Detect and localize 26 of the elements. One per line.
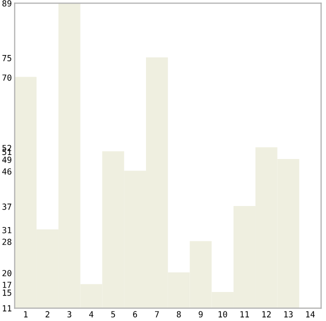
y-tick-label: 70 [2,74,12,81]
x-tick-label: 10 [218,311,228,318]
y-tick-label: 46 [2,168,12,175]
y-tick-label: 11 [2,305,12,312]
x-tick-label: 1 [24,311,28,318]
x-tick-label: 11 [240,311,249,318]
y-tick-label: 89 [2,0,12,7]
y-tick-label: 17 [2,282,12,288]
y-tick-label: 15 [2,290,12,296]
x-tick-label: 3 [67,311,72,318]
y-tick-label: 49 [2,156,12,163]
x-tick-label: 12 [262,311,271,318]
y-tick-label: 37 [2,204,12,210]
y-tick-label: 31 [2,226,12,234]
x-tick-label: 8 [176,311,181,318]
x-tick-label: 14 [306,311,315,318]
x-tick-label: 5 [111,311,116,318]
x-tick-label: 13 [284,311,293,318]
x-tick-label: 4 [89,311,94,318]
x-tick-label: 9 [198,311,203,318]
y-tick-label: 75 [2,55,12,62]
x-tick-label: 2 [46,311,50,318]
y-tick-label: 28 [2,238,12,246]
x-tick-label: 7 [155,311,159,318]
y-tick-label: 20 [2,270,12,276]
x-tick-label: 6 [133,311,138,318]
